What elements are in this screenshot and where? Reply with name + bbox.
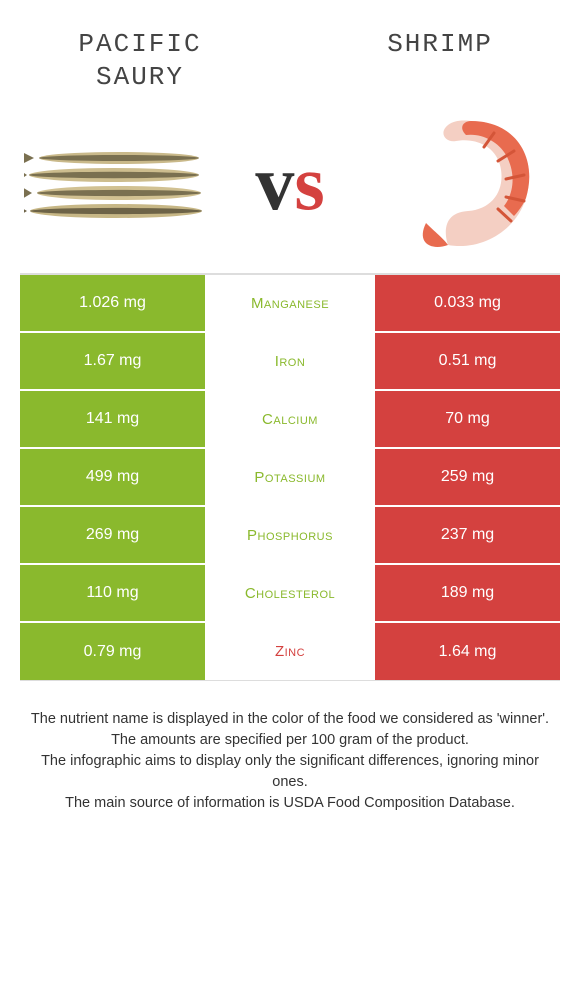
value-right: 70 mg bbox=[375, 391, 560, 447]
notes: The nutrient name is displayed in the co… bbox=[0, 681, 580, 814]
nutrient-name: Phosphorus bbox=[205, 507, 375, 563]
value-left: 0.79 mg bbox=[20, 623, 205, 680]
nutrient-row: 0.79 mgZinc1.64 mg bbox=[20, 623, 560, 681]
value-left: 1.67 mg bbox=[20, 333, 205, 389]
value-left: 1.026 mg bbox=[20, 275, 205, 331]
nutrient-row: 499 mgPotassium259 mg bbox=[20, 449, 560, 507]
hero: vs bbox=[0, 93, 580, 273]
header: Pacific saury Shrimp bbox=[0, 0, 580, 93]
value-left: 110 mg bbox=[20, 565, 205, 621]
shrimp-icon bbox=[366, 113, 556, 253]
nutrient-name: Cholesterol bbox=[205, 565, 375, 621]
value-left: 269 mg bbox=[20, 507, 205, 563]
nutrient-name: Zinc bbox=[205, 623, 375, 680]
note-line: The amounts are specified per 100 gram o… bbox=[24, 730, 556, 751]
value-right: 259 mg bbox=[375, 449, 560, 505]
vs-v: v bbox=[255, 139, 294, 226]
value-right: 1.64 mg bbox=[375, 623, 560, 680]
nutrient-row: 269 mgPhosphorus237 mg bbox=[20, 507, 560, 565]
value-right: 0.51 mg bbox=[375, 333, 560, 389]
value-right: 237 mg bbox=[375, 507, 560, 563]
vs-label: vs bbox=[255, 138, 324, 228]
title-right: Shrimp bbox=[340, 28, 540, 61]
value-right: 189 mg bbox=[375, 565, 560, 621]
nutrient-row: 141 mgCalcium70 mg bbox=[20, 391, 560, 449]
nutrient-row: 1.026 mgManganese0.033 mg bbox=[20, 275, 560, 333]
vs-s: s bbox=[294, 139, 324, 226]
value-left: 499 mg bbox=[20, 449, 205, 505]
nutrient-table: 1.026 mgManganese0.033 mg1.67 mgIron0.51… bbox=[20, 273, 560, 681]
note-line: The nutrient name is displayed in the co… bbox=[24, 709, 556, 730]
nutrient-name: Iron bbox=[205, 333, 375, 389]
title-left: Pacific saury bbox=[40, 28, 240, 93]
nutrient-name: Manganese bbox=[205, 275, 375, 331]
nutrient-row: 110 mgCholesterol189 mg bbox=[20, 565, 560, 623]
nutrient-row: 1.67 mgIron0.51 mg bbox=[20, 333, 560, 391]
note-line: The main source of information is USDA F… bbox=[24, 793, 556, 814]
nutrient-name: Calcium bbox=[205, 391, 375, 447]
value-right: 0.033 mg bbox=[375, 275, 560, 331]
nutrient-name: Potassium bbox=[205, 449, 375, 505]
value-left: 141 mg bbox=[20, 391, 205, 447]
note-line: The infographic aims to display only the… bbox=[24, 751, 556, 793]
saury-icon bbox=[24, 113, 214, 253]
